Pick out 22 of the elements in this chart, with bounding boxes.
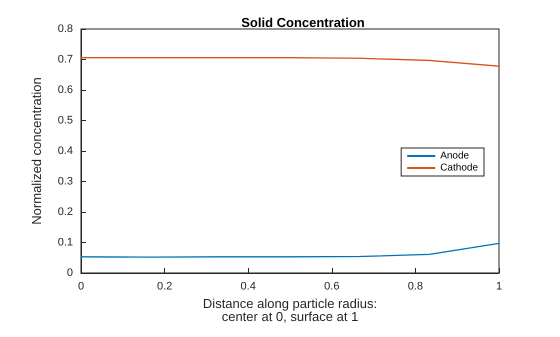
y-tick-label: 0.1	[58, 236, 73, 248]
y-tick-label: 0	[66, 267, 73, 279]
y-tick-label: 0.8	[58, 23, 73, 35]
legend-label: Anode	[440, 150, 470, 162]
x-tick-label: 0	[78, 280, 84, 292]
x-axis-title: Distance along particle radius: center at 0, surface at 1	[202, 296, 378, 324]
x-tick-label: 0.2	[156, 280, 172, 292]
y-tick-label: 0.6	[58, 84, 73, 96]
y-tick-label: 0.2	[58, 206, 73, 218]
x-tick-label: 0.8	[408, 280, 424, 292]
line-series	[80, 242, 500, 258]
y-tick-label: 0.4	[58, 145, 73, 157]
x-tick-label: 0.6	[324, 280, 340, 292]
y-axis-title: Normalized concentration	[29, 77, 44, 225]
legend-label: Cathode	[440, 162, 478, 174]
chart-title: Solid Concentration	[241, 15, 365, 30]
y-tick-label: 0.7	[58, 54, 73, 66]
x-tick-label: 0.4	[240, 280, 256, 292]
y-tick-label: 0.5	[58, 114, 73, 126]
x-tick-label: 1	[496, 280, 502, 292]
y-tick-label: 0.3	[58, 176, 73, 188]
line-series	[80, 57, 500, 67]
